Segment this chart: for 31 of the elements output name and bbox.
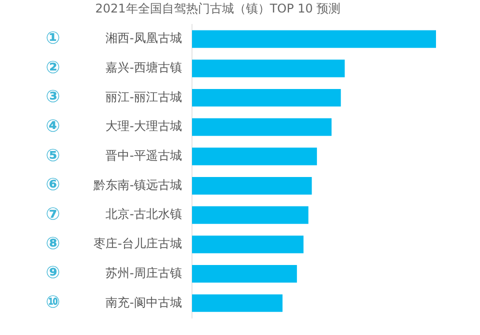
bar bbox=[192, 60, 345, 78]
y-tick-label: 大理-大理古城 bbox=[106, 119, 182, 134]
y-tick-label: 晋中-平遥古城 bbox=[106, 148, 182, 163]
bar bbox=[192, 88, 341, 107]
y-tick-label: 枣庄-台儿庄古城 bbox=[94, 236, 182, 251]
text: ⑧ bbox=[46, 234, 60, 254]
bar bbox=[192, 294, 283, 312]
bar bbox=[192, 118, 332, 136]
text: ⑩ bbox=[46, 292, 60, 313]
text: ④ bbox=[46, 116, 60, 137]
y-tick-label: 丽江-丽江古城 bbox=[106, 90, 182, 104]
bar bbox=[192, 30, 436, 48]
bar bbox=[192, 148, 317, 166]
y-tick-label: 南充-阆中古城 bbox=[106, 295, 182, 310]
text: ⑦ bbox=[46, 204, 60, 225]
y-tick-label: 北京-古北水镇 bbox=[106, 207, 182, 222]
text: ③ bbox=[46, 87, 60, 108]
y-tick-label: 湘西-凤凰古城 bbox=[106, 31, 182, 46]
y-tick-label: 嘉兴-西塘古镇 bbox=[106, 60, 182, 75]
text: ② bbox=[46, 58, 60, 78]
text: ⑥ bbox=[46, 175, 60, 196]
bar bbox=[192, 236, 304, 254]
text: ⑤ bbox=[46, 146, 60, 166]
bar bbox=[192, 176, 312, 195]
y-tick-label: 黔东南-镇远古城 bbox=[92, 178, 182, 192]
y-tick-label: 苏州-周庄古镇 bbox=[106, 266, 182, 280]
bar bbox=[192, 264, 297, 283]
text: ① bbox=[46, 28, 60, 48]
bar bbox=[192, 206, 308, 224]
text: ⑨ bbox=[46, 263, 60, 284]
chart-title: 2021年全国自驾热门古城（镇）TOP 10 预测 bbox=[95, 1, 341, 16]
